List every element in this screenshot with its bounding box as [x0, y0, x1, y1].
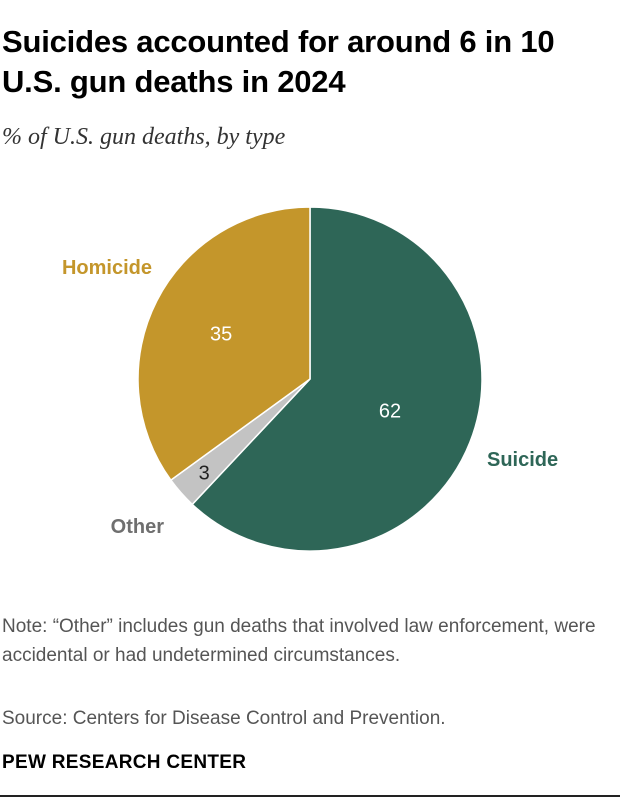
- chart-source: Source: Centers for Disease Control and …: [2, 708, 446, 729]
- pie-chart: 62 3 35 Suicide Other Homicide: [62, 206, 558, 552]
- pie-value-label-homicide: 35: [210, 324, 232, 346]
- pie-value-label-suicide: 62: [379, 401, 401, 423]
- chart-subtitle: % of U.S. gun deaths, by type: [2, 124, 286, 150]
- chart-title: Suicides accounted for around 6 in 10 U.…: [2, 24, 555, 99]
- pie-category-labels: Suicide Other Homicide: [62, 257, 558, 538]
- pie-category-label-other: Other: [111, 516, 165, 538]
- pie-category-label-homicide: Homicide: [62, 257, 152, 279]
- pie-value-label-other: 3: [199, 462, 210, 484]
- pie-value-labels: 62 3 35: [199, 324, 401, 485]
- brand-logo-text: PEW RESEARCH CENTER: [2, 752, 247, 773]
- pie-category-label-suicide: Suicide: [487, 449, 558, 471]
- bottom-divider: [0, 795, 620, 797]
- chart-note: Note: “Other” includes gun deaths that i…: [2, 616, 596, 666]
- pie-slices: [137, 206, 483, 552]
- pie-slice-suicide: [191, 206, 483, 552]
- pie-slice-homicide: [137, 206, 311, 482]
